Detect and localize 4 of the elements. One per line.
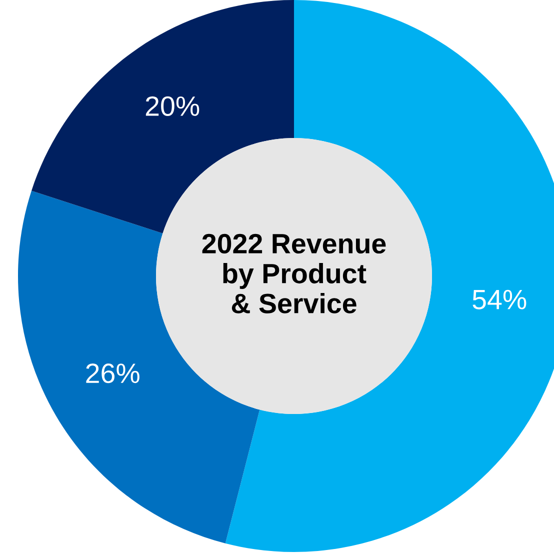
data-label: 54% (472, 290, 526, 310)
data-label: 26% (86, 364, 140, 384)
data-label: 20% (146, 96, 200, 116)
text: 2022 Revenue by Product & Service (202, 234, 386, 314)
